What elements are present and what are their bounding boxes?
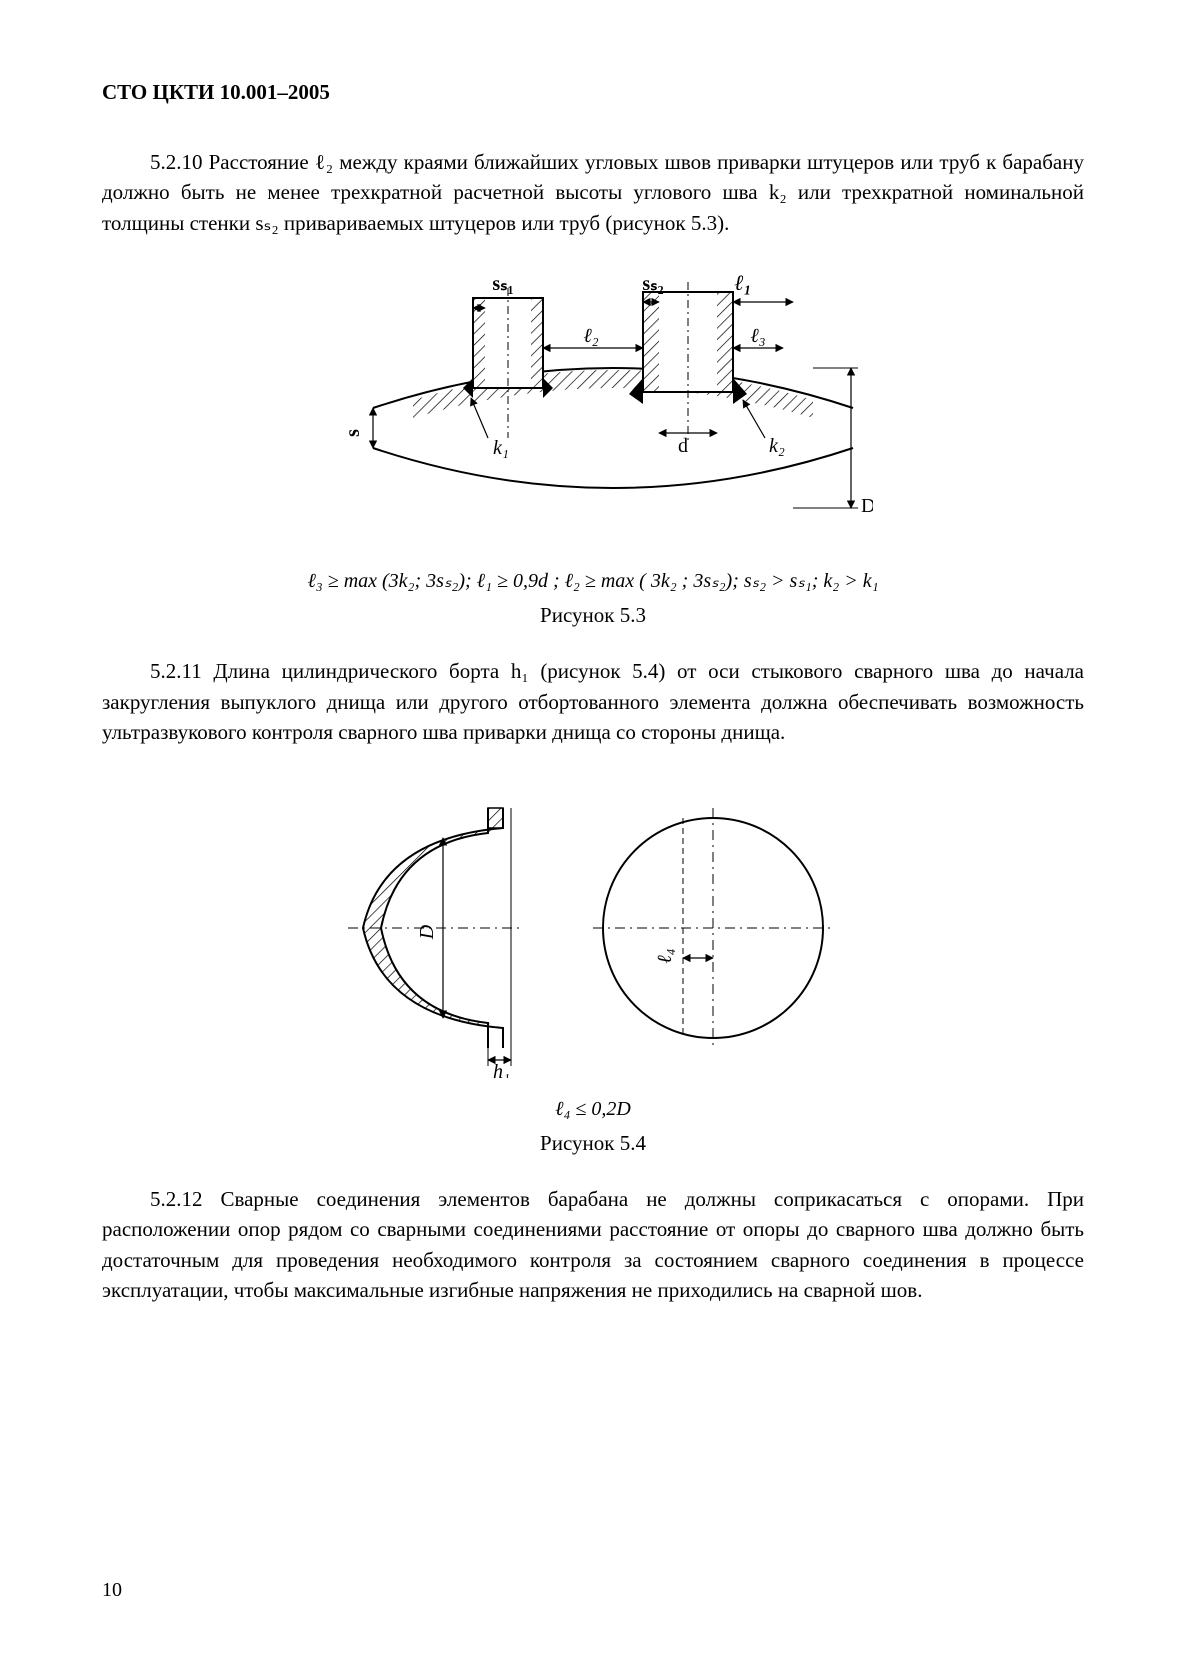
figure-5-3-caption: Рисунок 5.3 xyxy=(102,603,1084,628)
svg-text:d: d xyxy=(678,435,688,457)
svg-text:Dₘ: Dₘ xyxy=(861,495,873,517)
svg-text:D: D xyxy=(416,924,438,940)
figure-5-4-caption: Рисунок 5.4 xyxy=(102,1131,1084,1156)
svg-text:k₂: k₂ xyxy=(769,435,785,457)
page-number: 10 xyxy=(102,1579,122,1602)
svg-text:ℓ₁: ℓ₁ xyxy=(734,270,751,295)
svg-text:k₁: k₁ xyxy=(493,437,509,459)
svg-text:s: s xyxy=(342,429,364,437)
svg-text:sₛ₂: sₛ₂ xyxy=(642,273,663,295)
svg-text:ℓ₃: ℓ₃ xyxy=(750,325,765,347)
svg-text:ℓ₄: ℓ₄ xyxy=(654,948,676,963)
svg-text:ℓ₂: ℓ₂ xyxy=(583,325,598,347)
figure-5-3: sₛ₁ sₛ₂ ℓ₁ ℓ₂ ℓ₃ k₁ d k₂ s xyxy=(102,268,1084,548)
svg-text:sₛ₁: sₛ₁ xyxy=(492,273,513,295)
doc-header: СТО ЦКТИ 10.001–2005 xyxy=(102,80,1084,105)
figure-5-4-formula: ℓ₄ ≤ 0,2D xyxy=(102,1098,1084,1121)
figure-5-3-formula: ℓ₃ ≥ max (3k₂; 3sₛ₂); ℓ₁ ≥ 0,9d ; ℓ₂ ≥ m… xyxy=(102,568,1084,593)
paragraph-5-2-11: 5.2.11 Длина цилиндрического борта h₁ (р… xyxy=(102,656,1084,747)
paragraph-5-2-10: 5.2.10 Расстояние ℓ₂ между краями ближай… xyxy=(102,147,1084,238)
paragraph-5-2-12: 5.2.12 Сварные соединения элементов бара… xyxy=(102,1184,1084,1306)
svg-text:h₁: h₁ xyxy=(493,1061,510,1078)
figure-5-4: D h₁ ℓ₄ xyxy=(102,778,1084,1078)
